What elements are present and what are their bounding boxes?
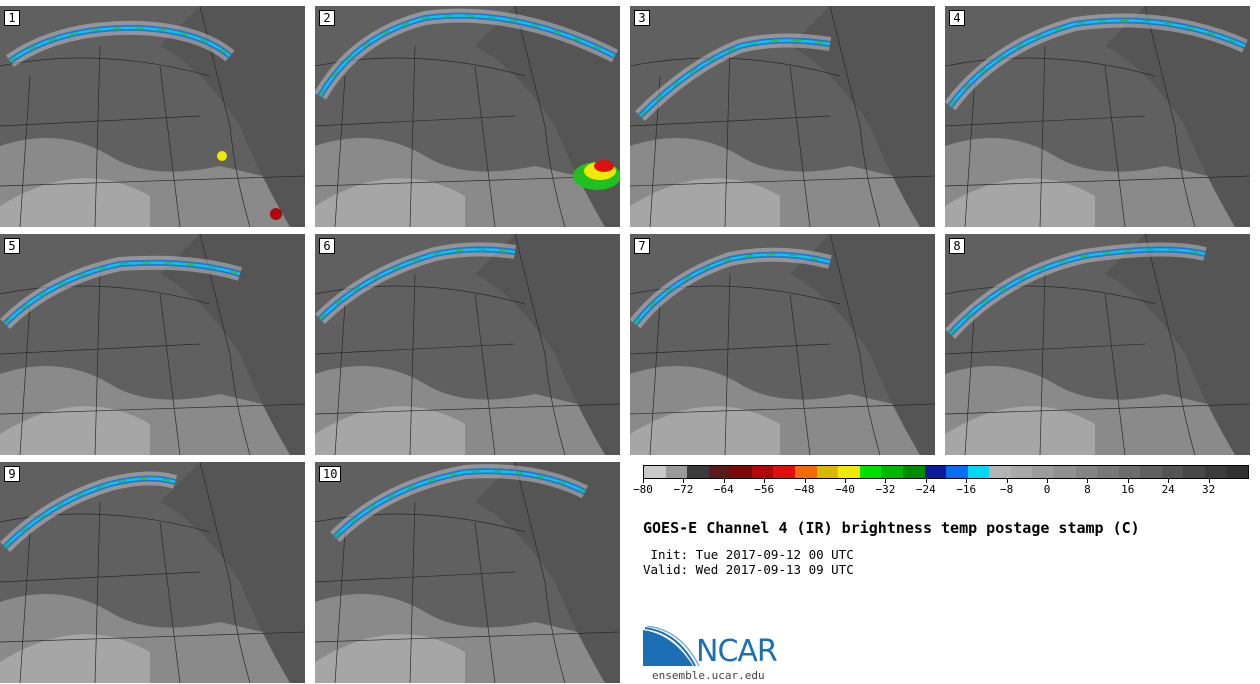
init-time: Init: Tue 2017-09-12 00 UTC <box>643 547 854 562</box>
colorbar-swatch <box>644 466 666 478</box>
colorbar-swatch <box>1205 466 1227 478</box>
ncar-logo-icon <box>643 626 700 667</box>
ir-map <box>630 234 935 455</box>
colorbar-tick-label: −32 <box>875 483 896 496</box>
colorbar-tick <box>1208 478 1210 483</box>
member-number: 10 <box>319 466 342 482</box>
member-number: 3 <box>634 10 650 26</box>
colorbar-swatch <box>1226 466 1249 478</box>
ir-map <box>315 234 620 455</box>
colorbar-swatch <box>1053 466 1076 478</box>
colorbar-swatch <box>838 466 860 478</box>
colorbar-swatch <box>816 466 839 478</box>
figure-title: GOES-E Channel 4 (IR) brightness temp po… <box>643 519 1140 537</box>
colorbar-tick-label: −16 <box>956 483 977 496</box>
site-url: ensemble.ucar.edu <box>652 669 765 682</box>
colorbar-tick <box>1006 478 1008 483</box>
ensemble-member-panel: 3 <box>630 6 935 227</box>
ensemble-member-panel: 6 <box>315 234 620 455</box>
colorbar-swatch <box>902 466 925 478</box>
member-number: 4 <box>949 10 965 26</box>
member-number: 2 <box>319 10 335 26</box>
colorbar-swatch <box>1161 466 1184 478</box>
colorbar-tick-label: −64 <box>713 483 734 496</box>
colorbar-tick-label: −24 <box>915 483 936 496</box>
ir-map <box>630 6 935 227</box>
colorbar-tick <box>1168 478 1170 483</box>
colorbar-swatch <box>730 466 752 478</box>
colorbar-tick-label: −40 <box>835 483 855 496</box>
colorbar-tick <box>966 478 968 483</box>
colorbar-swatch <box>881 466 903 478</box>
colorbar-tick-label: 0 <box>1043 483 1051 496</box>
colorbar-swatch <box>1032 466 1054 478</box>
ensemble-member-panel: 4 <box>945 6 1250 227</box>
colorbar-tick <box>1127 478 1129 483</box>
member-number: 8 <box>949 238 965 254</box>
colorbar-swatch <box>1183 466 1206 478</box>
colorbar-swatch <box>967 466 990 478</box>
member-number: 1 <box>4 10 20 26</box>
colorbar-tick-label: 16 <box>1121 483 1135 496</box>
colorbar-swatch <box>1010 466 1033 478</box>
colorbar-swatch <box>773 466 796 478</box>
colorbar-tick <box>1047 478 1048 483</box>
ir-map <box>0 234 305 455</box>
colorbar-tick-label: 8 <box>1084 483 1091 496</box>
colorbar-swatch <box>989 466 1011 478</box>
ensemble-member-panel: 2 <box>315 6 620 227</box>
colorbar-tick <box>683 478 685 483</box>
colorbar-tick <box>925 478 927 483</box>
colorbar-tick <box>804 478 806 483</box>
ensemble-member-panel: 7 <box>630 234 935 455</box>
colorbar-tick-label: −8 <box>999 483 1014 496</box>
ensemble-member-panel: 9 <box>0 462 305 683</box>
colorbar-tick <box>885 478 887 483</box>
colorbar-swatch <box>859 466 882 478</box>
colorbar-tick-label: 24 <box>1161 483 1175 496</box>
colorbar-swatch <box>708 466 731 478</box>
ensemble-member-panel: 5 <box>0 234 305 455</box>
colorbar-tick-label: −80 <box>633 483 653 496</box>
member-number: 5 <box>4 238 20 254</box>
colorbar <box>643 465 1249 479</box>
colorbar-tick-label: 32 <box>1201 483 1216 496</box>
colorbar-tick-label: −72 <box>673 483 694 496</box>
ir-map <box>0 462 305 683</box>
ir-map <box>945 6 1250 227</box>
ensemble-member-panel: 1 <box>0 6 305 227</box>
colorbar-swatch <box>924 466 947 478</box>
colorbar-ticks: −80 −72 −64 −56 −48 −40 −32 −24 −16 −8 0 8 16 24 32 <box>633 478 1249 502</box>
colorbar-swatch <box>795 466 817 478</box>
colorbar-swatch <box>751 466 774 478</box>
member-number: 7 <box>634 238 650 254</box>
colorbar-tick <box>1087 478 1089 483</box>
ensemble-member-panel: 10 <box>315 462 620 683</box>
colorbar-tick-label: −56 <box>754 483 775 496</box>
colorbar-swatch <box>1140 466 1162 478</box>
colorbar-swatch <box>946 466 968 478</box>
colorbar-swatch <box>1097 466 1119 478</box>
colorbar-tick-label: −48 <box>794 483 815 496</box>
ir-map <box>0 6 305 227</box>
colorbar-swatch <box>665 466 688 478</box>
ncar-logo-text: NCAR <box>696 634 778 669</box>
colorbar-swatch <box>1118 466 1141 478</box>
ensemble-member-panel: 8 <box>945 234 1250 455</box>
ir-map <box>315 6 620 227</box>
colorbar-swatch <box>1075 466 1098 478</box>
colorbar-swatch <box>687 466 709 478</box>
ir-map <box>315 462 620 683</box>
member-number: 9 <box>4 466 20 482</box>
colorbar-tick <box>764 478 766 483</box>
member-number: 6 <box>319 238 335 254</box>
valid-time: Valid: Wed 2017-09-13 09 UTC <box>643 562 854 577</box>
colorbar-tick <box>845 478 846 483</box>
colorbar-tick <box>643 478 644 483</box>
ir-map <box>945 234 1250 455</box>
colorbar-tick <box>723 478 725 483</box>
